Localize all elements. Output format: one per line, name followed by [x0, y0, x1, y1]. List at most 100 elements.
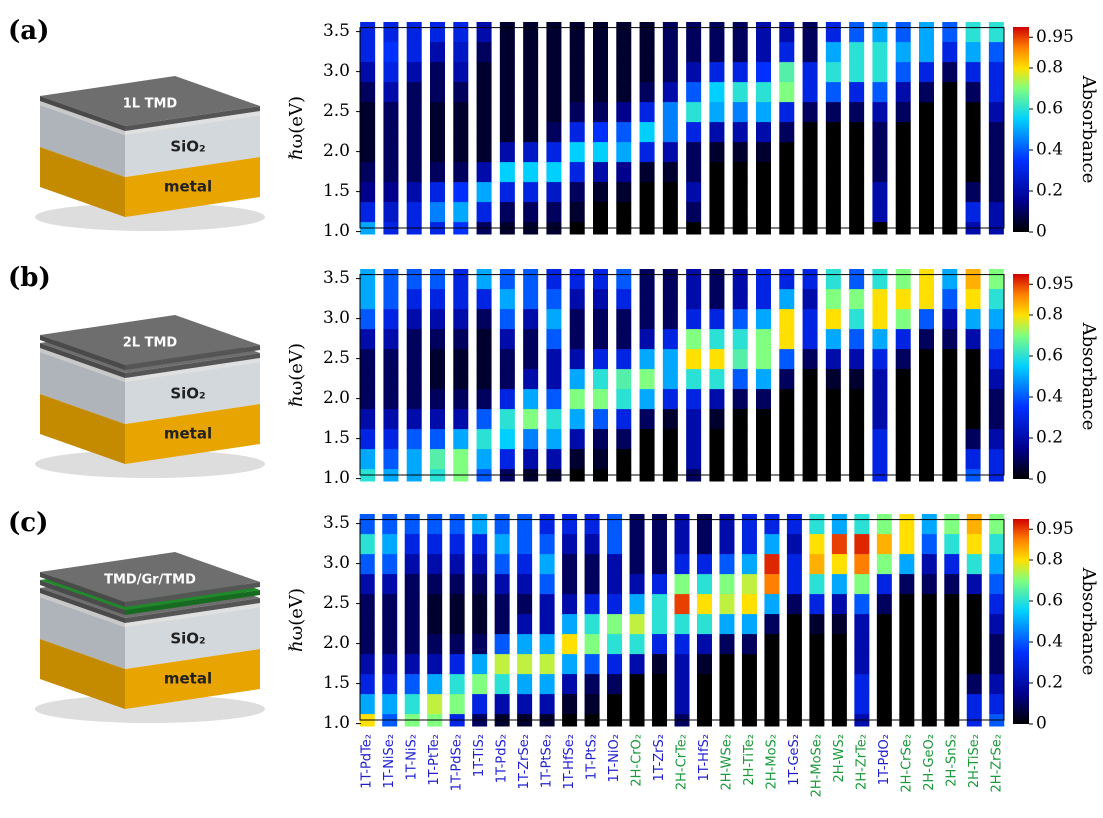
cell: [966, 162, 981, 183]
cell: [570, 429, 585, 450]
cell: [663, 309, 678, 330]
colorbar: [1013, 27, 1029, 232]
cell: [360, 42, 375, 63]
cell: [500, 409, 515, 430]
cell: [944, 514, 959, 534]
cell: [849, 102, 864, 123]
cell: [686, 182, 701, 203]
cell: [663, 389, 678, 410]
x-tick-label: 2H-CrSe₂: [899, 734, 914, 793]
cell: [809, 534, 824, 555]
cell: [989, 289, 1004, 310]
cell: [787, 694, 802, 715]
cell: [966, 182, 981, 203]
cell: [517, 694, 532, 715]
cell: [756, 22, 771, 42]
cell: [495, 614, 510, 635]
cell: [919, 289, 934, 310]
cell: [872, 42, 887, 63]
cell: [495, 634, 510, 655]
cell: [383, 349, 398, 370]
cell: [675, 654, 690, 675]
x-tick-label: 2H-SnS₂: [944, 734, 959, 787]
cell: [922, 694, 937, 715]
cell: [899, 574, 914, 595]
cell: [872, 289, 887, 310]
cell: [652, 654, 667, 675]
cell: [640, 142, 655, 163]
cell: [453, 389, 468, 410]
y-tick-label: 1.5: [323, 673, 350, 693]
cell: [787, 654, 802, 675]
cell: [803, 182, 818, 203]
cell: [779, 182, 794, 203]
cell: [966, 429, 981, 450]
cell: [523, 22, 538, 42]
cell: [663, 22, 678, 42]
cell: [849, 409, 864, 430]
cell: [546, 62, 561, 83]
cell: [360, 202, 375, 223]
cell: [427, 694, 442, 715]
cell: [663, 202, 678, 223]
cell: [872, 429, 887, 450]
y-axis-label: ℏω(eV): [286, 588, 307, 652]
cell: [570, 449, 585, 470]
cell: [872, 202, 887, 223]
cell: [523, 429, 538, 450]
cell: [872, 162, 887, 183]
cell: [427, 674, 442, 695]
cell: [756, 289, 771, 310]
cell: [407, 349, 422, 370]
cell: [540, 554, 555, 575]
cell: [517, 514, 532, 534]
cell: [495, 574, 510, 595]
cell: [607, 554, 622, 575]
colorbar-tick-label: 0.4: [1036, 140, 1063, 160]
cell: [453, 309, 468, 330]
x-tick-label: 1T-PtTe₂: [427, 734, 442, 786]
cell: [407, 122, 422, 143]
cell: [854, 674, 869, 695]
cell: [944, 634, 959, 655]
cell: [709, 142, 724, 163]
cell: [989, 142, 1004, 163]
cell: [593, 389, 608, 410]
cell: [809, 514, 824, 534]
cell: [899, 554, 914, 575]
cell: [896, 182, 911, 203]
cell: [733, 82, 748, 103]
cell: [809, 574, 824, 595]
cell: [877, 674, 892, 695]
cell: [803, 289, 818, 310]
cell: [593, 42, 608, 63]
cell: [630, 694, 645, 715]
figure: (a)1L TMDSiO₂metal1.01.52.02.53.03.5ℏω(e…: [0, 0, 1103, 818]
cell: [430, 389, 445, 410]
x-tick-label: 2H-GeO₂: [922, 734, 937, 791]
cell: [616, 309, 631, 330]
cell: [686, 369, 701, 390]
cell: [832, 634, 847, 655]
x-tick-label: 2H-WSe₂: [719, 734, 734, 791]
cell: [877, 574, 892, 595]
cell: [500, 102, 515, 123]
cell: [719, 654, 734, 675]
cell: [989, 82, 1004, 103]
y-tick-label: 2.0: [323, 633, 350, 653]
cell: [733, 42, 748, 63]
cell: [523, 102, 538, 123]
cell: [849, 142, 864, 163]
cell: [709, 202, 724, 223]
colorbar: [1013, 274, 1029, 479]
cell: [877, 694, 892, 715]
cell: [562, 694, 577, 715]
colorbar-tick-label: 0.2: [1036, 428, 1063, 448]
cell: [942, 389, 957, 410]
colorbar-tick-label: 0: [1036, 714, 1047, 734]
cell: [899, 634, 914, 655]
cell: [546, 42, 561, 63]
cell: [967, 534, 982, 555]
cell: [709, 429, 724, 450]
cell: [989, 202, 1004, 223]
